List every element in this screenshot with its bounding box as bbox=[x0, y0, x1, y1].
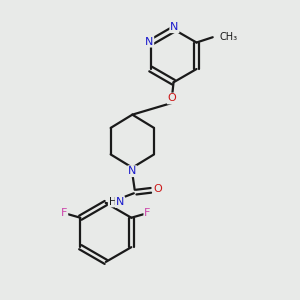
Text: N: N bbox=[128, 166, 136, 176]
Text: H: H bbox=[109, 196, 116, 206]
Text: F: F bbox=[144, 208, 151, 218]
Text: CH₃: CH₃ bbox=[219, 32, 237, 42]
Text: N: N bbox=[170, 22, 178, 32]
Text: F: F bbox=[61, 208, 67, 218]
Text: O: O bbox=[168, 94, 176, 103]
Text: O: O bbox=[153, 184, 162, 194]
Text: N: N bbox=[145, 37, 153, 46]
Text: N: N bbox=[116, 197, 124, 207]
